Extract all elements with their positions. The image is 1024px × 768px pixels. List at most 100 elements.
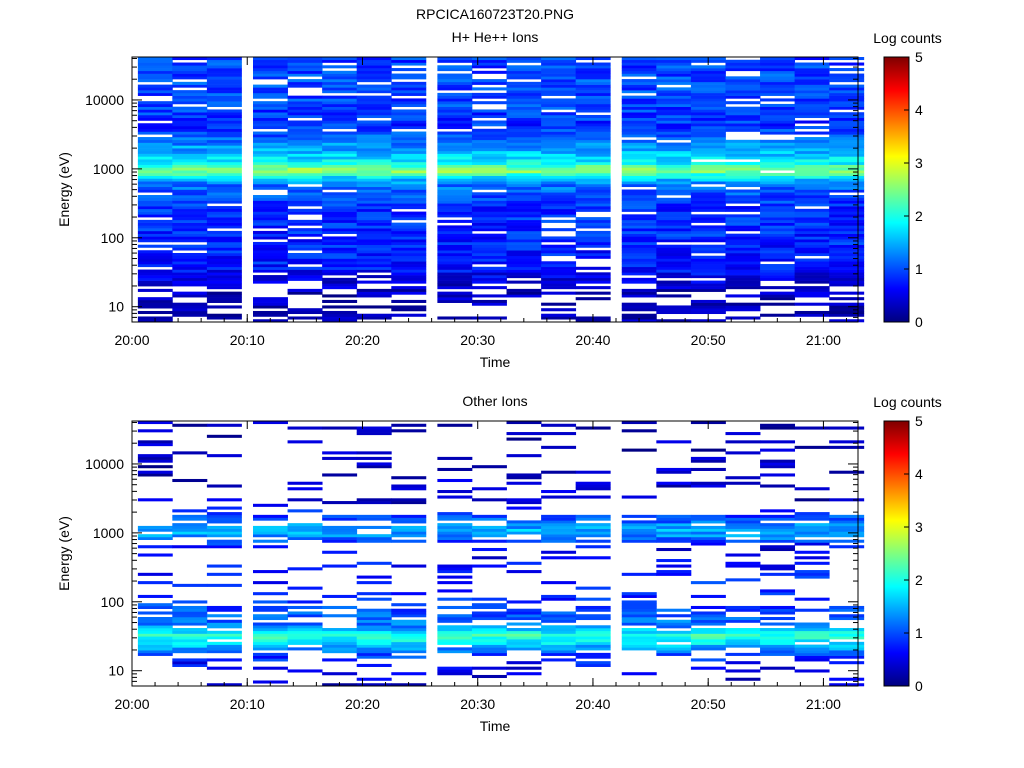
heatmap-cell [760, 57, 796, 61]
heatmap-cell [725, 247, 761, 251]
heatmap-cell [253, 261, 288, 265]
heatmap-cell [437, 258, 473, 262]
heatmap-cell [541, 291, 577, 295]
heatmap-cell [253, 139, 288, 143]
heatmap-cell [656, 269, 692, 273]
heatmap-cell [794, 291, 830, 295]
heatmap-cell [172, 117, 208, 121]
heatmap-cell [437, 283, 473, 287]
heatmap-cell [471, 266, 507, 270]
heatmap-cell [172, 114, 208, 119]
heatmap-cell [506, 197, 542, 201]
heatmap-cell [506, 244, 542, 248]
heatmap-cell [725, 305, 761, 309]
heatmap-cell [575, 206, 611, 210]
heatmap-cell [621, 525, 657, 529]
heatmap-cell [656, 76, 692, 80]
heatmap-cell [794, 658, 830, 662]
heatmap-cell [172, 76, 208, 80]
heatmap-cell [172, 611, 208, 615]
heatmap-cell [794, 87, 830, 91]
heatmap-cell [391, 520, 427, 524]
heatmap-cell [506, 639, 542, 643]
heatmap-cell [725, 564, 761, 568]
heatmap-cell [621, 266, 657, 270]
heatmap-cell [760, 255, 796, 259]
heatmap-cell [829, 225, 865, 229]
heatmap-cell [621, 134, 657, 138]
heatmap-cell [690, 87, 726, 91]
heatmap-cell [391, 630, 427, 634]
heatmap-cell [541, 123, 577, 127]
heatmap-cell [760, 79, 796, 83]
heatmap-cell [437, 134, 473, 138]
heatmap-cell [206, 630, 242, 634]
heatmap-cell [506, 233, 542, 237]
heatmap-cell [725, 59, 761, 63]
heatmap-cell [391, 628, 427, 632]
heatmap-cell [172, 192, 208, 196]
heatmap-cell [322, 564, 358, 568]
heatmap-cell [437, 126, 473, 130]
heatmap-cell [137, 528, 173, 532]
heatmap-cell [541, 647, 577, 651]
heatmap-cell [391, 672, 427, 676]
colorbar-tick-label: 0 [915, 314, 923, 330]
heatmap-cell [137, 150, 173, 154]
heatmap-cell [437, 101, 473, 105]
heatmap-cell [690, 79, 726, 83]
heatmap-cell [322, 633, 358, 637]
heatmap-cell [137, 644, 173, 648]
heatmap-cell [471, 219, 507, 223]
heatmap-cell [575, 76, 611, 80]
heatmap-cell [253, 101, 288, 105]
heatmap-cell [690, 236, 726, 240]
heatmap-cell [322, 641, 358, 645]
heatmap-cell [621, 605, 657, 610]
y-tick-label: 10 [108, 299, 124, 315]
heatmap-cell [253, 313, 288, 317]
heatmap-cell [253, 299, 288, 303]
heatmap-cell [575, 652, 611, 656]
heatmap-cell [356, 68, 392, 72]
heatmap-cell [137, 630, 173, 634]
heatmap-cell [172, 244, 208, 248]
heatmap-cell [760, 120, 796, 124]
heatmap-cell [621, 261, 657, 265]
heatmap-cell [137, 172, 173, 176]
heatmap-cell [437, 291, 473, 295]
heatmap-cell [356, 294, 392, 298]
heatmap-cell [137, 277, 173, 281]
heatmap-cell [794, 288, 830, 292]
heatmap-cell [287, 161, 323, 165]
heatmap-cell [656, 197, 692, 201]
heatmap-cell [253, 539, 288, 543]
heatmap-cell [287, 114, 323, 119]
x-tick-label: 20:50 [691, 696, 726, 712]
heatmap-cell [172, 517, 208, 521]
heatmap-cell [391, 211, 427, 215]
heatmap-cell [690, 161, 726, 165]
heatmap-cell [541, 514, 577, 518]
heatmap-cell [287, 669, 323, 673]
heatmap-cell [621, 244, 657, 248]
heatmap-cell [471, 225, 507, 229]
heatmap-cell [137, 114, 173, 119]
heatmap-cell [172, 214, 208, 218]
heatmap-cell [253, 178, 288, 182]
heatmap-cell [575, 277, 611, 281]
heatmap-cell [621, 65, 657, 69]
heatmap-cell [391, 230, 427, 234]
heatmap-cell [471, 120, 507, 124]
y-tick-label: 100 [101, 594, 125, 610]
heatmap-cell [356, 142, 392, 146]
heatmap-cell [541, 228, 577, 232]
heatmap-cell [541, 247, 577, 251]
heatmap-cell [287, 275, 323, 279]
heatmap-cell [760, 123, 796, 127]
heatmap-cell [206, 167, 242, 171]
heatmap-cell [690, 101, 726, 105]
heatmap-cell [575, 525, 611, 529]
heatmap-cell [356, 655, 392, 659]
heatmap-cell [172, 528, 208, 532]
